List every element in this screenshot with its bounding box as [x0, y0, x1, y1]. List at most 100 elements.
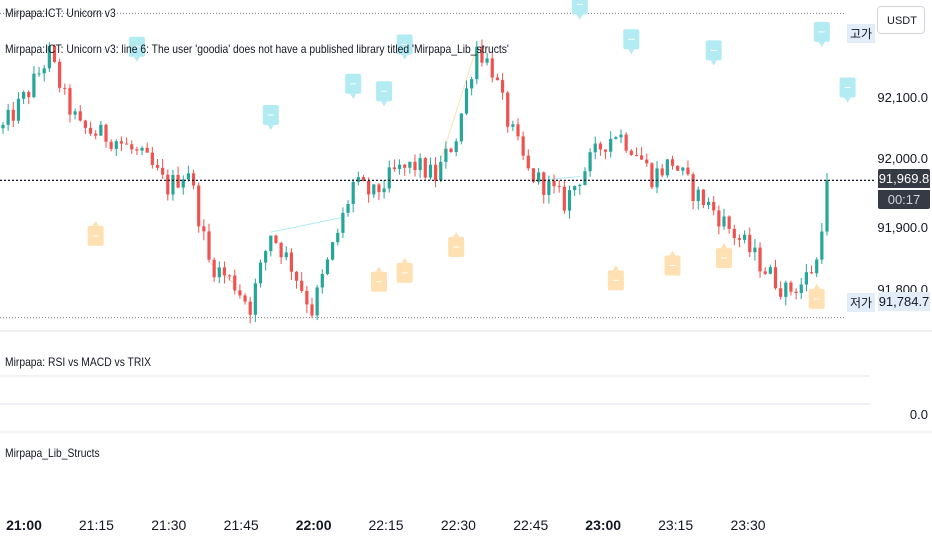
signal-marker-orange — [808, 283, 825, 309]
indicator-label-lib[interactable]: Mirpapa_Lib_Structs — [5, 446, 100, 460]
time-axis-label: 23:15 — [658, 517, 694, 533]
signal-marker-blue — [345, 73, 362, 99]
candle-body — [161, 167, 165, 175]
candle-body — [372, 184, 376, 195]
candle-body — [696, 189, 700, 202]
signal-marker-orange — [716, 243, 732, 269]
candle-body — [583, 171, 587, 185]
candle-body — [567, 190, 572, 211]
candle-body — [655, 168, 659, 188]
candle-body — [454, 141, 458, 153]
candle-body — [11, 109, 15, 121]
candle-body — [155, 165, 160, 168]
signal-marker-blue — [813, 21, 830, 47]
candle-body — [135, 149, 139, 151]
candle-body — [392, 167, 396, 170]
candle-body — [598, 143, 602, 150]
candle-body — [289, 252, 293, 272]
currency-selector[interactable]: USDT — [877, 6, 925, 34]
candle-body — [186, 173, 190, 180]
candle-body — [140, 147, 144, 151]
candle-body — [176, 174, 180, 188]
indicator-label-main[interactable]: Mirpapa:ICT: Unicorn v3 — [5, 6, 116, 20]
signal-marker-blue — [128, 36, 145, 62]
low-price-tag: 91,784.7 — [878, 292, 930, 311]
candle-body — [619, 134, 623, 138]
bar-countdown: 00:17 — [878, 190, 930, 209]
candle-body — [150, 152, 154, 166]
candle-body — [418, 158, 422, 171]
candle-body — [52, 45, 57, 62]
candle-body — [166, 174, 170, 195]
candle-body — [258, 262, 263, 284]
candle-body — [784, 282, 788, 297]
signal-marker-orange — [370, 266, 387, 292]
candle-body — [434, 164, 438, 181]
candle-body — [768, 267, 772, 274]
candle-body — [68, 88, 72, 115]
signal-marker-orange — [448, 231, 465, 257]
time-axis-label: 22:45 — [513, 517, 549, 533]
candle-body — [279, 242, 283, 258]
candle-body — [413, 161, 417, 171]
candle-body — [310, 304, 314, 316]
candle-body — [83, 120, 87, 128]
candle-body — [825, 180, 829, 232]
candle-body — [88, 127, 93, 134]
candle-body — [22, 92, 26, 99]
signal-marker-orange — [396, 257, 413, 283]
indicator-label-rsi[interactable]: Mirpapa: RSI vs MACD vs TRIX — [5, 355, 152, 369]
candle-body — [495, 77, 499, 81]
candle-body — [449, 148, 453, 153]
signal-marker-blue — [623, 29, 640, 55]
candle-body — [624, 134, 628, 151]
candle-body — [171, 174, 175, 195]
candle-body — [573, 185, 577, 191]
candle-body — [670, 159, 675, 166]
candle-body — [665, 159, 669, 176]
candle-body — [809, 272, 814, 274]
candle-body — [341, 212, 345, 233]
candle-body — [557, 186, 561, 188]
candle-body — [552, 180, 556, 187]
candle-body — [408, 161, 412, 168]
candle-body — [104, 124, 108, 142]
candle-body — [99, 124, 103, 136]
candle-body — [475, 46, 479, 80]
candle-body — [114, 141, 118, 149]
signal-marker-blue — [571, 0, 588, 20]
candle-body — [640, 155, 644, 160]
candle-body — [480, 46, 484, 63]
candle-body — [701, 189, 705, 206]
candle-body — [346, 204, 350, 213]
candle-body — [27, 92, 31, 98]
candle-body — [16, 98, 21, 121]
candle-body — [686, 167, 690, 175]
candle-body — [32, 73, 36, 98]
candle-body — [706, 201, 711, 206]
candle-body — [264, 251, 268, 263]
candle-body — [712, 201, 716, 211]
low-level-tag: 저가 — [847, 293, 876, 312]
candle-body — [753, 247, 757, 253]
candle-body — [464, 88, 469, 114]
candle-body — [222, 267, 227, 276]
candle-body — [37, 73, 41, 75]
candle-body — [228, 275, 232, 277]
time-axis-label: 23:30 — [730, 517, 766, 533]
candle-body — [145, 147, 149, 153]
candle-body — [202, 226, 206, 232]
candle-body — [779, 288, 783, 297]
time-axis-label: 22:30 — [440, 517, 476, 533]
candle-body — [578, 184, 582, 186]
candle-body — [645, 159, 649, 164]
candle-body — [284, 252, 288, 258]
candle-body — [588, 152, 592, 172]
candle-body — [537, 172, 541, 182]
candle-body — [459, 113, 463, 142]
candle-body — [521, 136, 525, 156]
candle-body — [181, 179, 185, 188]
candle-body — [217, 267, 221, 278]
candle-body — [562, 186, 566, 211]
